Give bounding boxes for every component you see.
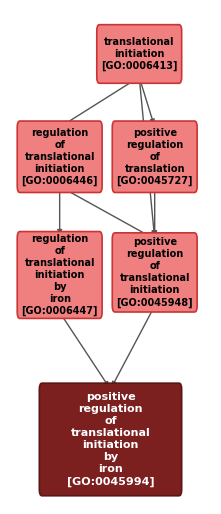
Text: positive
regulation
of
translational
initiation
[GO:0045948]: positive regulation of translational ini… [116,237,193,307]
FancyBboxPatch shape [17,231,102,318]
Text: positive
regulation
of
translation
[GO:0045727]: positive regulation of translation [GO:0… [116,127,193,186]
FancyBboxPatch shape [17,121,102,193]
FancyBboxPatch shape [39,383,182,495]
Text: regulation
of
translational
initiation
[GO:0006446]: regulation of translational initiation [… [21,127,98,186]
Text: positive
regulation
of
translational
initiation
by
iron
[GO:0045994]: positive regulation of translational ini… [67,392,154,487]
Text: regulation
of
translational
initiation
by
iron
[GO:0006447]: regulation of translational initiation b… [21,234,98,316]
Text: translational
initiation
[GO:0006413]: translational initiation [GO:0006413] [101,37,177,71]
FancyBboxPatch shape [112,121,197,193]
FancyBboxPatch shape [112,233,197,312]
FancyBboxPatch shape [97,25,182,83]
